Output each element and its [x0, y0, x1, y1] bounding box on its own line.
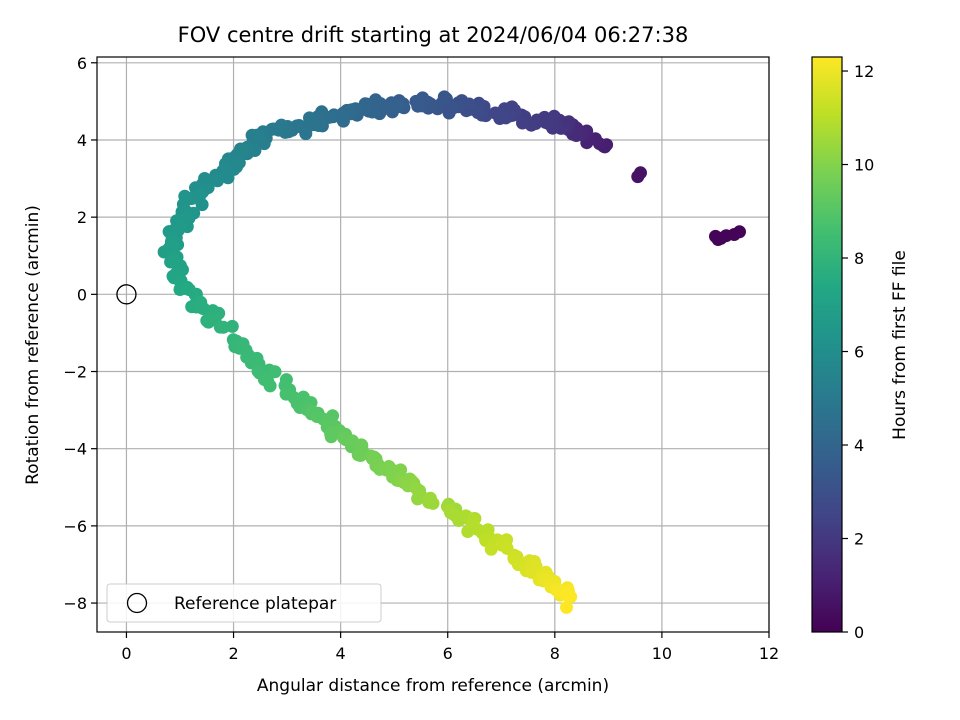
y-axis-label: Rotation from reference (arcmin) — [23, 205, 43, 485]
data-point — [564, 590, 578, 604]
y-tick-label: −2 — [63, 363, 87, 382]
data-point — [426, 496, 440, 510]
colorbar-tick-label: 6 — [854, 343, 864, 362]
data-point — [252, 129, 266, 143]
legend-marker — [126, 592, 148, 614]
x-tick-label: 0 — [121, 644, 131, 663]
x-tick-label: 6 — [443, 644, 453, 663]
data-point — [634, 166, 647, 180]
data-point — [310, 410, 324, 423]
colorbar-tick-label: 10 — [854, 156, 874, 175]
x-tick-label: 10 — [652, 644, 672, 663]
colorbar-tick-label: 4 — [854, 436, 864, 455]
y-tick-label: −6 — [63, 517, 87, 536]
data-point — [411, 95, 425, 109]
colorbar-label: Hours from first FF file — [890, 250, 910, 440]
data-point — [442, 106, 456, 120]
y-tick-label: −4 — [63, 440, 87, 459]
data-point — [216, 320, 230, 334]
grid — [97, 57, 770, 632]
data-point — [494, 107, 508, 121]
colorbar-tick-label: 12 — [854, 62, 874, 81]
data-point — [303, 111, 316, 125]
y-tick-label: 6 — [77, 54, 87, 73]
y-axis-ticks: −8 −6 −4 −2 0 2 4 6 — [63, 54, 97, 613]
data-points — [157, 90, 746, 614]
data-point — [267, 122, 280, 136]
data-point — [167, 255, 181, 269]
x-axis-ticks: 0 2 4 6 8 10 12 — [121, 632, 779, 663]
colorbar-tick-label: 2 — [854, 530, 864, 549]
legend-label: Reference platepar — [174, 594, 336, 614]
chart-title: FOV centre drift starting at 2024/06/04 … — [178, 23, 689, 47]
legend-box — [106, 583, 382, 623]
data-point — [354, 449, 367, 462]
x-tick-label: 4 — [336, 644, 346, 663]
plot-frame — [96, 56, 770, 633]
data-point — [263, 379, 277, 393]
colorbar-gradient — [812, 57, 842, 632]
colorbar-frame — [811, 56, 843, 633]
x-tick-label: 8 — [550, 644, 560, 663]
x-axis-label: Angular distance from reference (arcmin) — [257, 676, 609, 696]
y-tick-label: 0 — [77, 285, 87, 304]
data-point — [539, 116, 553, 129]
y-tick-label: 4 — [77, 131, 87, 150]
data-point — [437, 90, 451, 104]
data-point — [560, 600, 573, 614]
data-point — [733, 225, 746, 239]
x-tick-label: 2 — [228, 644, 238, 663]
y-tick-label: 2 — [77, 208, 87, 227]
data-point — [268, 365, 282, 379]
data-point — [164, 242, 178, 255]
colorbar-ticks: 0 2 4 6 8 10 12 — [842, 62, 874, 642]
data-point — [211, 174, 224, 188]
x-tick-label: 12 — [759, 644, 779, 663]
reference-marker — [116, 284, 137, 305]
data-point — [299, 127, 313, 141]
reference-platepar-point — [116, 284, 137, 305]
data-point — [516, 116, 529, 130]
colorbar-tick-label: 8 — [854, 249, 864, 268]
data-point — [279, 373, 293, 387]
colorbar: 0 2 4 6 8 10 12 Hours from first FF file — [811, 56, 910, 642]
data-point — [221, 171, 235, 185]
y-tick-label: −8 — [63, 594, 87, 613]
data-point — [711, 233, 725, 246]
data-point — [484, 542, 498, 556]
legend: Reference platepar — [106, 583, 382, 623]
colorbar-tick-label: 0 — [854, 623, 864, 642]
